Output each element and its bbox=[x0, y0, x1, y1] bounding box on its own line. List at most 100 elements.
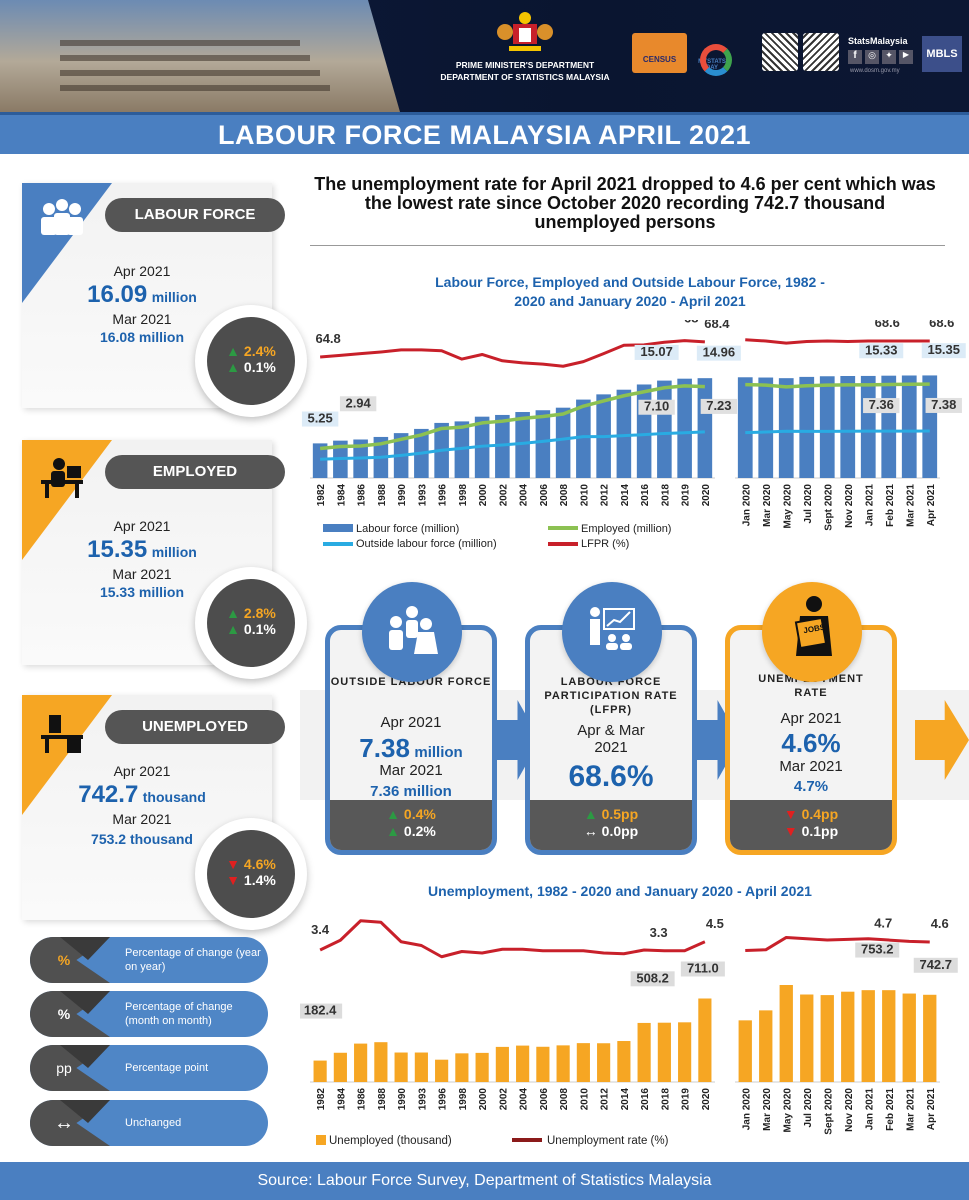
current-value: 15.35 bbox=[87, 536, 148, 563]
data-label: 15.07 bbox=[640, 344, 673, 359]
x-tick-label: Jul 2020 bbox=[803, 1088, 814, 1128]
x-tick-label: 2000 bbox=[478, 1088, 489, 1111]
social-icons: f ◎ ✦ ▶ bbox=[848, 50, 913, 64]
bar-unemployed bbox=[800, 994, 814, 1082]
line-lfpr bbox=[320, 339, 705, 368]
x-tick-label: 2008 bbox=[559, 1088, 570, 1111]
down-arrow-icon: ▼ bbox=[226, 856, 241, 872]
website-url[interactable]: www.dosm.gov.my bbox=[850, 68, 900, 74]
current-period: Apr 2021 bbox=[380, 714, 442, 731]
bar-unemployed bbox=[495, 1046, 509, 1082]
x-tick-label: 2012 bbox=[600, 484, 611, 507]
bar-labour-force bbox=[737, 377, 753, 478]
source-footer: Source: Labour Force Survey, Department … bbox=[0, 1162, 969, 1200]
legend-swatch-labour-force bbox=[323, 524, 353, 532]
card-title: OUTSIDE LABOUR FORCE bbox=[330, 676, 492, 688]
yoy-change: 0.4pp bbox=[801, 806, 839, 822]
bar-labour-force bbox=[901, 375, 917, 478]
x-tick-label: 2006 bbox=[539, 1088, 550, 1111]
x-tick-label: 2020 bbox=[701, 484, 712, 507]
bar-unemployed bbox=[698, 998, 712, 1082]
legend-label: LFPR (%) bbox=[581, 538, 629, 550]
qr-code-facebook-icon[interactable] bbox=[803, 33, 839, 71]
data-label: 4.6 bbox=[931, 916, 949, 931]
bar-labour-force bbox=[881, 375, 897, 478]
x-tick-label: Sept 2020 bbox=[823, 484, 834, 531]
current-period: Apr 2021 bbox=[780, 710, 842, 727]
bar-unemployed bbox=[678, 1022, 692, 1082]
x-tick-label: Mar 2020 bbox=[762, 484, 773, 527]
bar-unemployed bbox=[475, 1052, 489, 1082]
twitter-icon[interactable]: ✦ bbox=[882, 50, 896, 64]
data-label: 15.33 bbox=[865, 342, 898, 357]
bar-unemployed bbox=[820, 995, 834, 1082]
up-arrow-icon: ▲ bbox=[226, 621, 241, 637]
yoy-change: 2.4% bbox=[243, 343, 276, 359]
bar-unemployed bbox=[333, 1052, 347, 1082]
legend-label: Unemployed (thousand) bbox=[329, 1135, 452, 1147]
bar-unemployed bbox=[576, 1043, 590, 1082]
current-value: 16.09 bbox=[87, 281, 148, 308]
worker-at-desk-icon bbox=[41, 458, 83, 498]
data-label-box bbox=[869, 320, 906, 332]
data-label: 68.6 bbox=[875, 320, 900, 330]
x-tick-label: 2019 bbox=[681, 1088, 692, 1111]
current-period: Apr 2021 bbox=[113, 763, 171, 779]
data-label: 7.10 bbox=[644, 399, 669, 414]
facebook-icon[interactable]: f bbox=[848, 50, 862, 64]
bar-labour-force bbox=[819, 376, 835, 478]
dept-name-2: DEPARTMENT OF STATISTICS MALAYSIA bbox=[440, 72, 610, 82]
x-tick-label: 2008 bbox=[559, 484, 570, 507]
line-outside-labour-force bbox=[745, 429, 930, 435]
data-label: 742.7 bbox=[919, 957, 952, 972]
up-arrow-icon: ▲ bbox=[226, 359, 241, 375]
down-arrow-icon: ▼ bbox=[226, 872, 241, 888]
x-tick-label: Feb 2021 bbox=[885, 1088, 896, 1131]
yoy-change: 0.4% bbox=[403, 806, 436, 822]
x-tick-label: Jan 2020 bbox=[741, 484, 752, 527]
x-tick-label: 1998 bbox=[458, 484, 469, 507]
header-banner: PRIME MINISTER'S DEPARTMENT DEPARTMENT O… bbox=[0, 0, 969, 112]
line-lfpr bbox=[745, 338, 930, 345]
x-tick-label: Apr 2021 bbox=[926, 484, 937, 527]
x-tick-label: Apr 2021 bbox=[926, 1088, 937, 1131]
x-tick-label: 1988 bbox=[377, 484, 388, 507]
unchanged-icon: ↔ bbox=[583, 823, 598, 839]
percent-symbol: % bbox=[57, 1006, 71, 1022]
instagram-icon[interactable]: ◎ bbox=[865, 50, 879, 64]
x-tick-label: Nov 2020 bbox=[844, 1088, 855, 1132]
bar-unemployed bbox=[597, 1043, 611, 1082]
line-outside-labour-force bbox=[320, 430, 705, 461]
card-title: LABOUR FORCE PARTICIPATION RATE (LFPR) bbox=[544, 676, 678, 716]
title-bar: LABOUR FORCE MALAYSIA APRIL 2021 bbox=[0, 112, 969, 154]
data-label-box bbox=[300, 1003, 343, 1019]
bar-unemployed bbox=[617, 1041, 631, 1082]
x-tick-label: 1984 bbox=[336, 484, 347, 507]
x-tick-label: 1982 bbox=[316, 1088, 327, 1111]
building-photo bbox=[0, 0, 400, 112]
bar-labour-force bbox=[576, 399, 591, 478]
chart-title-labour-force: Labour Force, Employed and Outside Labou… bbox=[435, 274, 825, 309]
card-label: LABOUR FORCE bbox=[105, 198, 285, 232]
data-label: 64.8 bbox=[315, 331, 340, 346]
svg-text:JOBS: JOBS bbox=[803, 622, 827, 635]
qr-code-icon[interactable] bbox=[762, 33, 798, 71]
legend-swatch-outside bbox=[323, 542, 353, 546]
youtube-icon[interactable]: ▶ bbox=[899, 50, 913, 64]
data-label-box bbox=[921, 343, 966, 359]
unemployment-legend: Unemployed (thousand) Unemployment rate … bbox=[316, 1135, 669, 1147]
current-value: 742.7 bbox=[78, 781, 139, 808]
lfpr-value: 68.6% bbox=[568, 760, 654, 793]
data-label-box bbox=[634, 344, 679, 360]
data-label-box bbox=[855, 942, 900, 958]
data-label-box bbox=[638, 399, 675, 415]
previous-value: 7.36 million bbox=[370, 783, 452, 800]
x-tick-label: 2018 bbox=[660, 1088, 671, 1111]
data-label-box bbox=[925, 917, 955, 932]
legend-label: Labour force (million) bbox=[356, 523, 459, 535]
x-tick-label: 1996 bbox=[438, 1088, 449, 1111]
yoy-change: 4.6% bbox=[243, 856, 276, 872]
data-label-box bbox=[700, 398, 738, 414]
x-tick-label: Sept 2020 bbox=[823, 1088, 834, 1135]
legend-mom: % Percentage of change (month on month) bbox=[30, 991, 268, 1037]
